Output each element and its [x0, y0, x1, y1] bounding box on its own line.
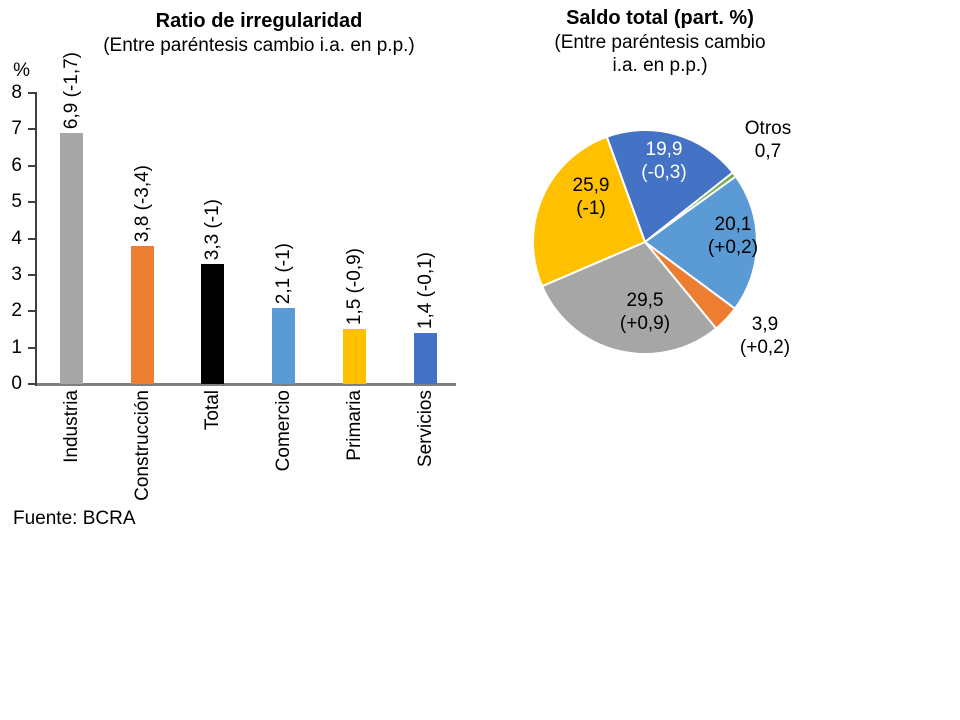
pie-label-29-5: 29,5 (+0,9): [620, 289, 670, 335]
bar-value-label-primaria: 1,5 (-0,9): [343, 247, 365, 325]
pie-label-change: 0,7: [754, 141, 782, 162]
y-tick-mark: [28, 383, 36, 385]
pie-chart-subtitle: (Entre paréntesis cambio i.a. en p.p.): [554, 32, 766, 76]
pie-label-value: 29,5: [626, 290, 664, 311]
y-axis-line: [35, 92, 37, 386]
y-tick-label: 0: [11, 373, 22, 394]
bar-primaria: [342, 329, 366, 384]
category-label-comercio: Comercio: [273, 390, 295, 472]
y-tick-mark: [28, 92, 36, 94]
bar-value-label-total: 3,3 (-1): [202, 198, 224, 260]
y-tick-label: 7: [11, 118, 22, 140]
category-label-total: Total: [202, 390, 224, 431]
pie-label-change: (-0,3): [641, 162, 687, 183]
pie-chart-title: Saldo total (part. %): [566, 7, 754, 29]
pie-slice-19-9: [605, 129, 734, 243]
y-tick-mark: [28, 310, 36, 313]
y-tick-label: 8: [11, 82, 22, 103]
pie-label-20-1: 20,1 (+0,2): [708, 213, 758, 259]
bar-comercio: [272, 308, 296, 384]
pie-label-value: 19,9: [645, 139, 683, 160]
pie-label-change: (+0,2): [739, 337, 791, 358]
category-label-servicios: Servicios: [414, 390, 436, 468]
y-tick-mark: [28, 273, 36, 276]
source-note: Fuente: BCRA: [13, 508, 136, 529]
x-axis-line: [37, 383, 456, 386]
pie-label-change: (-1): [576, 198, 606, 219]
pie-label-value: 20,1: [714, 214, 752, 235]
category-label-industria: Industria: [61, 390, 82, 463]
category-label-primaria: Primaria: [343, 390, 365, 461]
bar-value-label-comercio: 2,1 (-1): [273, 242, 295, 304]
y-tick-mark: [28, 201, 36, 204]
category-label-construccion: Construcción: [131, 390, 153, 501]
y-tick-label: 2: [11, 300, 22, 322]
bar-chart-title: Ratio de irregularidad: [155, 10, 363, 32]
pie-label-3-9: 3,9 (+0,2): [740, 313, 790, 359]
bar-servicios: [413, 333, 437, 384]
bar-value-label-construccion: 3,8 (-3,4): [131, 164, 153, 242]
y-tick-label: 1: [11, 336, 22, 358]
pie-graphic: [532, 129, 758, 355]
y-tick-label: 6: [11, 154, 22, 176]
y-axis-unit-label: %: [13, 60, 30, 81]
bar-value-label-servicios: 1,4 (-0,1): [414, 251, 436, 329]
pie-label-otros: Otros 0,7: [745, 117, 791, 163]
bar-industria: [60, 133, 83, 384]
pie-label-19-9: 19,9 (-0,3): [641, 138, 686, 184]
y-tick-mark: [28, 164, 36, 167]
pie-label-25-9: 25,9 (-1): [573, 174, 610, 220]
pie-label-value: 25,9: [572, 175, 610, 196]
bar-value-label-industria: 6,9 (-1,7): [61, 51, 82, 129]
y-tick-label: 4: [11, 227, 22, 249]
y-tick-mark: [28, 346, 36, 349]
y-tick-label: 3: [11, 263, 22, 285]
bar-construccion: [130, 246, 154, 384]
bar-chart-subtitle: (Entre paréntesis cambio i.a. en p.p.): [103, 35, 415, 56]
pie-label-value: Otros: [744, 118, 792, 139]
y-tick-mark: [28, 237, 36, 240]
pie-label-change: (+0,9): [619, 313, 671, 334]
pie-label-value: 3,9: [751, 314, 779, 335]
y-tick-label: 5: [11, 191, 22, 213]
pie-slice-20-1: [644, 175, 758, 310]
pie-label-change: (+0,2): [707, 237, 759, 258]
y-tick-mark: [28, 128, 36, 131]
bar-total: [201, 264, 225, 384]
pie-slice-25-9: [532, 135, 646, 288]
pie-slice-29-5: [541, 241, 718, 355]
